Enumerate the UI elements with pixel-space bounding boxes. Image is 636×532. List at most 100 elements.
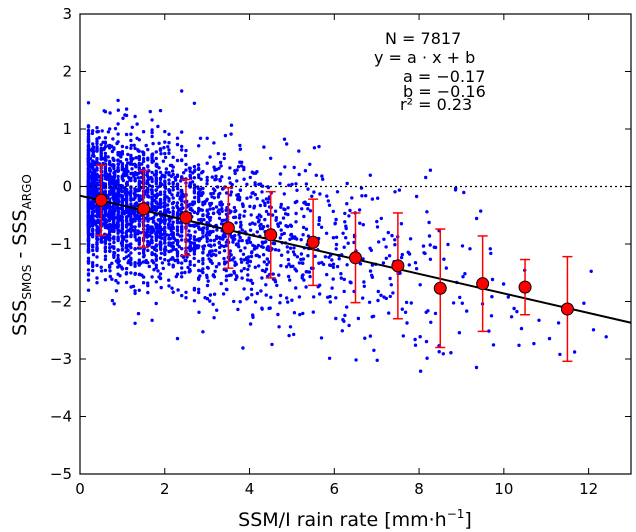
binned-mean	[179, 178, 193, 257]
scatter-point	[188, 234, 193, 238]
scatter-point	[306, 202, 311, 207]
scatter-point	[241, 346, 245, 350]
scatter-point	[158, 170, 163, 174]
scatter-point	[174, 178, 178, 182]
scatter-point	[317, 222, 321, 227]
scatter-point	[187, 246, 191, 250]
scatter-point	[171, 220, 175, 224]
scatter-point	[147, 264, 151, 269]
scatter-point	[326, 199, 330, 203]
scatter-point	[171, 155, 175, 159]
scatter-point	[158, 272, 163, 276]
scatter-point	[168, 190, 172, 195]
scatter-point	[334, 242, 339, 247]
scatter-point	[282, 137, 287, 141]
scatter-point	[330, 258, 334, 262]
scatter-point	[120, 164, 125, 168]
scatter-point	[137, 214, 141, 219]
scatter-point	[108, 197, 112, 201]
scatter-point	[201, 235, 205, 239]
scatter-point	[517, 343, 521, 347]
scatter-point	[121, 173, 126, 178]
scatter-point	[288, 278, 292, 282]
scatter-point	[92, 179, 96, 183]
scatter-point	[275, 283, 279, 288]
scatter-point	[343, 211, 347, 216]
y-tick-label: −5	[50, 465, 72, 483]
scatter-point	[128, 178, 132, 182]
scatter-point	[157, 166, 161, 170]
scatter-point	[150, 134, 154, 139]
scatter-point	[345, 305, 349, 309]
scatter-point	[240, 238, 244, 243]
scatter-point	[183, 153, 188, 158]
scatter-point	[255, 196, 259, 201]
scatter-point	[154, 235, 158, 239]
scatter-point	[249, 254, 254, 259]
scatter-point	[306, 234, 311, 238]
scatter-point	[361, 296, 365, 300]
scatter-point	[398, 271, 402, 275]
scatter-point	[362, 284, 366, 288]
scatter-point	[387, 311, 391, 315]
scatter-point	[133, 219, 137, 223]
scatter-point	[123, 113, 127, 117]
scatter-point	[114, 289, 119, 293]
scatter-point	[234, 262, 238, 266]
scatter-point	[253, 192, 257, 197]
scatter-point	[184, 162, 188, 167]
scatter-point	[103, 145, 108, 149]
scatter-point	[86, 180, 91, 184]
scatter-point	[103, 176, 108, 181]
scatter-point	[218, 160, 223, 165]
scatter-point	[251, 243, 255, 247]
scatter-point	[105, 223, 109, 228]
scatter-point	[124, 190, 129, 194]
scatter-point	[211, 302, 215, 306]
scatter-point	[150, 130, 154, 135]
scatter-point	[335, 190, 340, 194]
scatter-point	[137, 251, 141, 256]
scatter-point	[111, 163, 115, 167]
scatter-point	[236, 307, 240, 312]
scatter-point	[258, 203, 263, 208]
scatter-point	[146, 239, 150, 244]
scatter-point	[95, 245, 99, 249]
scatter-point	[292, 311, 297, 315]
scatter-point	[327, 255, 331, 259]
scatter-point	[302, 214, 306, 219]
scatter-point	[133, 114, 137, 119]
scatter-point	[90, 131, 95, 136]
scatter-point	[269, 156, 273, 160]
scatter-point	[86, 221, 91, 225]
scatter-point	[136, 311, 141, 316]
scatter-point	[442, 257, 446, 261]
scatter-point	[158, 205, 163, 209]
scatter-point	[108, 226, 112, 231]
scatter-point	[324, 231, 329, 235]
scatter-point	[108, 249, 112, 253]
scatter-point	[346, 241, 350, 245]
scatter-point	[133, 194, 137, 199]
scatter-point	[261, 245, 265, 249]
scatter-point	[124, 266, 129, 271]
scatter-point	[228, 249, 232, 253]
scatter-point	[337, 257, 341, 261]
scatter-point	[163, 129, 167, 134]
scatter-point	[220, 175, 224, 179]
scatter-point	[286, 206, 290, 210]
scatter-point	[91, 162, 95, 166]
scatter-point	[334, 316, 338, 321]
scatter-point	[246, 267, 250, 272]
scatter-point	[174, 247, 178, 252]
scatter-point	[152, 268, 156, 272]
scatter-point	[223, 234, 227, 239]
scatter-point	[167, 132, 171, 136]
scatter-point	[188, 236, 192, 241]
scatter-point	[158, 233, 163, 237]
scatter-point	[184, 258, 188, 263]
scatter-point	[203, 296, 207, 300]
scatter-point	[212, 165, 216, 169]
scatter-point	[224, 240, 229, 244]
scatter-point	[235, 168, 239, 172]
